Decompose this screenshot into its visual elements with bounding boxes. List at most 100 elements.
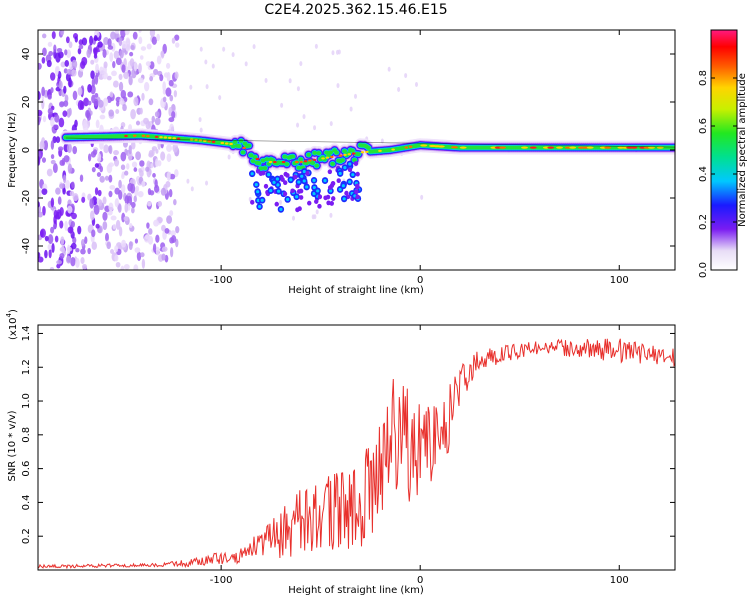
noise-blob (148, 152, 154, 158)
noise-blob (71, 212, 77, 220)
ridge-blob (257, 205, 262, 209)
noise-blob (55, 52, 61, 63)
noise-blob (222, 46, 226, 52)
noise-blob (93, 98, 99, 107)
ridge-peak (338, 154, 343, 157)
noise-blob (211, 63, 215, 69)
noise-blob (87, 193, 92, 201)
noise-blob (102, 211, 108, 221)
noise-blob (173, 90, 178, 98)
noise-blob (106, 163, 113, 174)
ridge-peak (360, 151, 365, 154)
noise-blob (50, 116, 55, 127)
noise-blob (164, 227, 170, 234)
noise-blob (156, 33, 160, 42)
noise-blob (89, 198, 95, 209)
noise-blob (160, 187, 167, 196)
ridge-peak (303, 160, 308, 163)
ridge-blob (338, 187, 342, 192)
noise-blob (227, 154, 231, 160)
noise-blob (70, 242, 77, 250)
noise-blob (97, 99, 104, 108)
noise-blob (42, 205, 46, 216)
noise-blob (141, 180, 146, 188)
noise-blob (55, 187, 61, 195)
noise-blob (117, 203, 122, 213)
noise-blob (139, 55, 144, 60)
ridge-peak (159, 136, 163, 139)
noise-blob (134, 186, 139, 197)
noise-blob (156, 55, 162, 65)
noise-blob (288, 78, 292, 84)
noise-blob (94, 163, 99, 168)
ridge-peak (312, 158, 317, 161)
colorbar-tick-label: 0.0 (698, 262, 709, 278)
ridge-blob (327, 169, 333, 175)
ridge-blob (279, 207, 283, 211)
ridge-blob (295, 195, 299, 199)
snr-series-line (38, 338, 675, 570)
ridge-blob (290, 154, 296, 159)
ridge-blob (326, 153, 332, 158)
noise-blob (97, 152, 102, 163)
ridge-blob (347, 167, 353, 173)
ridge-blob (353, 161, 359, 166)
ridge-peak (273, 160, 277, 164)
noise-blob (48, 248, 52, 259)
ridge-blob (250, 159, 256, 164)
noise-blob (337, 49, 341, 55)
ridge-blob (269, 188, 273, 193)
noise-blob (64, 49, 68, 56)
ridge-blob (348, 162, 352, 166)
noise-blob (57, 196, 62, 205)
noise-blob (161, 246, 168, 252)
noise-blob (41, 188, 48, 195)
noise-blob (92, 149, 98, 156)
noise-blob (63, 85, 67, 94)
noise-blob (118, 37, 123, 47)
noise-blob (121, 40, 127, 49)
ridge-blob (250, 199, 255, 205)
noise-blob (302, 114, 306, 120)
noise-blob (50, 159, 56, 165)
noise-blob (148, 98, 154, 106)
noise-blob (124, 195, 130, 205)
noise-blob (115, 108, 120, 114)
ridge-blob (256, 190, 260, 194)
noise-blob (102, 196, 107, 205)
ridge-peak (420, 144, 428, 147)
noise-blob (329, 121, 333, 127)
noise-blob (71, 181, 75, 189)
noise-blob (380, 138, 384, 144)
noise-blob (78, 44, 84, 50)
noise-blob (132, 31, 138, 40)
noise-blob (128, 75, 133, 86)
noise-blob (163, 72, 169, 78)
noise-blob (52, 162, 58, 174)
ridge-peak (255, 157, 260, 161)
noise-blob (115, 219, 121, 230)
noise-blob (60, 236, 65, 245)
noise-blob (169, 210, 174, 217)
noise-blob (186, 178, 190, 184)
ridge-blob (277, 189, 281, 193)
noise-blob (154, 179, 158, 189)
ridge-peak (529, 146, 537, 149)
x-tick-label: 100 (610, 275, 629, 286)
noise-blob (154, 158, 159, 168)
x-tick-label: 0 (417, 275, 423, 286)
noise-blob (109, 52, 114, 62)
noise-blob (139, 107, 143, 115)
noise-blob (133, 264, 139, 270)
noise-blob (110, 215, 117, 221)
ridge-peak (378, 149, 382, 152)
noise-blob (168, 79, 174, 87)
ridge-blob (254, 182, 258, 187)
colorbar-tick-label: 0.8 (698, 70, 709, 86)
noise-blob (95, 119, 100, 129)
noise-blob (91, 229, 96, 238)
snr-plot-area (38, 325, 675, 570)
noise-blob (112, 80, 119, 88)
snr-x-ticks: -100 0 100 (210, 325, 629, 586)
ridge-blob (317, 194, 323, 200)
